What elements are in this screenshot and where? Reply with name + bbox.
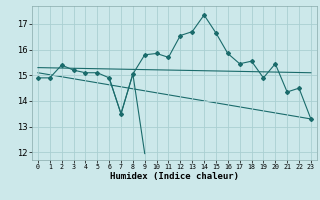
X-axis label: Humidex (Indice chaleur): Humidex (Indice chaleur) <box>110 172 239 181</box>
